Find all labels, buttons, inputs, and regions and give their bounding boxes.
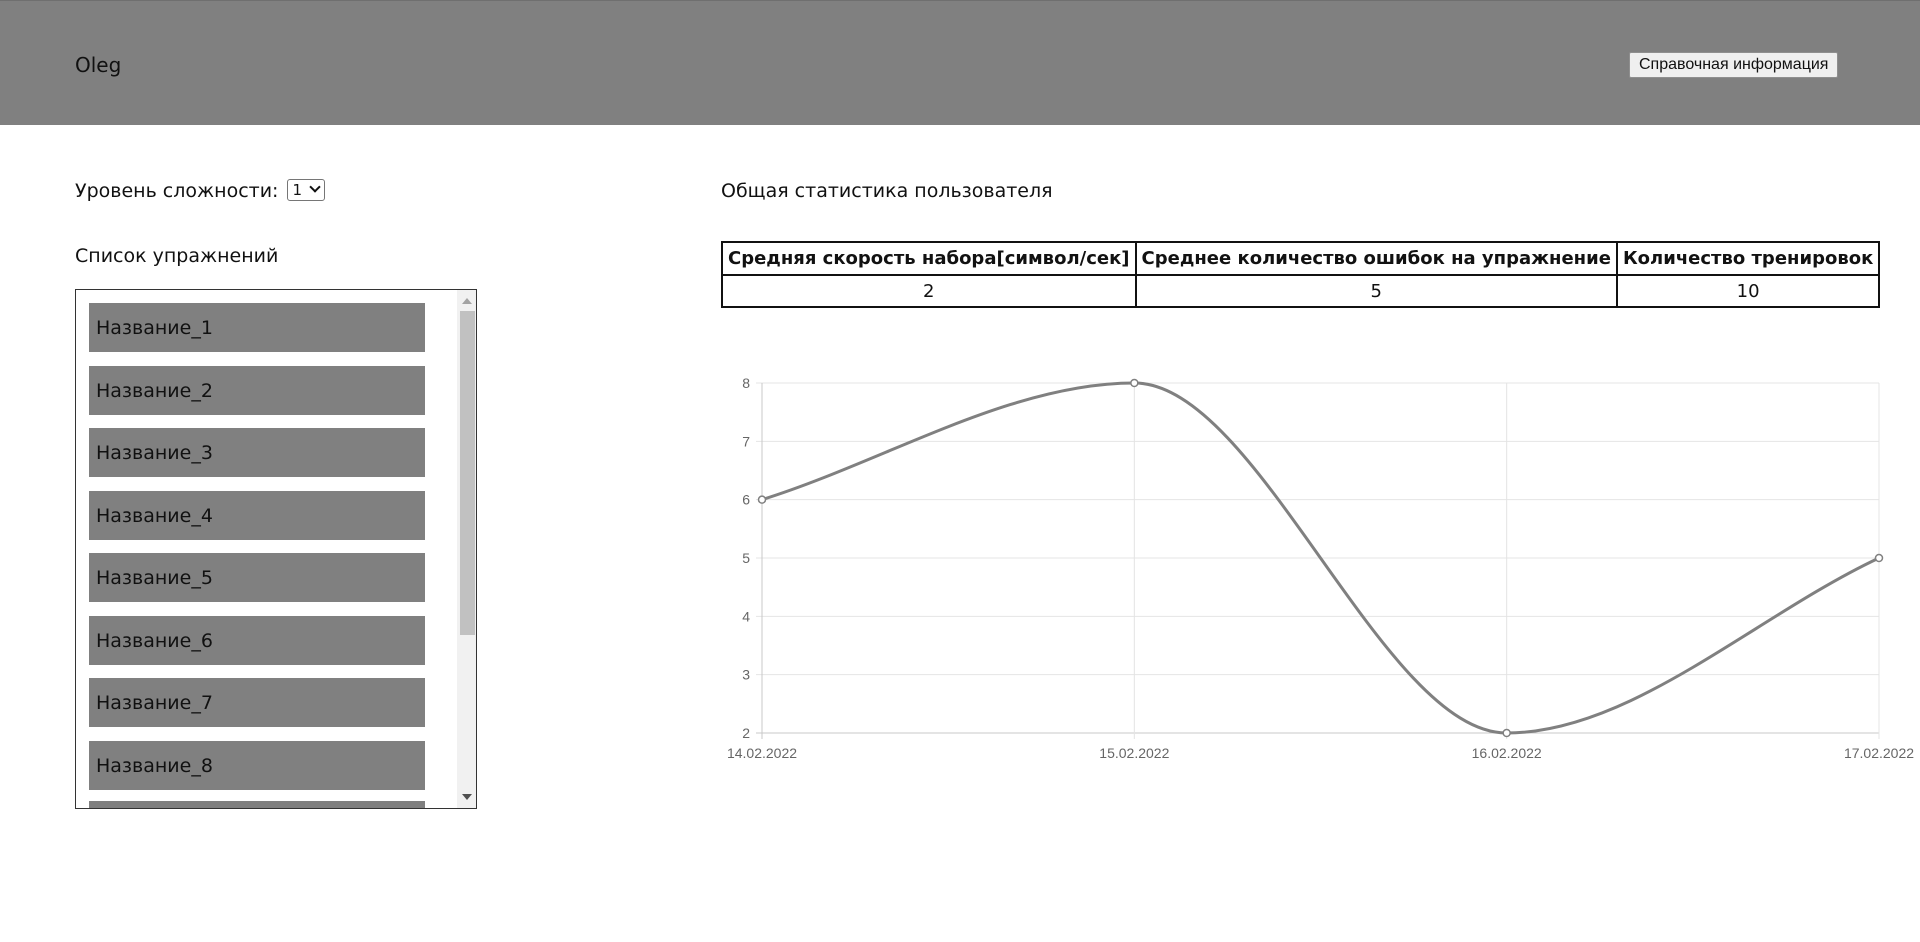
y-tick-label: 2 [742, 725, 750, 741]
exercise-list[interactable]: Название_1 Название_2 Название_3 Название_4… [75, 289, 477, 809]
x-tick-label: 16.02.2022 [1472, 745, 1542, 761]
x-tick-label: 15.02.2022 [1099, 745, 1169, 761]
header: Oleg Справочная информация [0, 0, 1920, 125]
difficulty-control: Уровень сложности: 1 [75, 178, 325, 203]
y-tick-label: 8 [742, 375, 750, 391]
y-tick-label: 3 [742, 667, 750, 683]
data-point [1130, 378, 1139, 388]
stats-header-errors: Среднее количество ошибок на упражнение [1134, 241, 1618, 276]
stats-title: Общая статистика пользователя [721, 180, 1053, 202]
list-item[interactable]: Название_1 [89, 303, 425, 352]
data-point [757, 495, 767, 504]
scrollbar[interactable] [457, 290, 476, 808]
difficulty-selected-value: 1 [292, 180, 303, 199]
y-tick-label: 7 [742, 433, 750, 449]
series-line [761, 381, 1880, 735]
line-chart: 2 3 4 5 6 7 8 14.02.2022 15.02.2022 16.02.2022 17.… [727, 375, 1914, 761]
x-tick-label: 14.02.2022 [727, 745, 797, 761]
list-item[interactable]: Название_7 [89, 678, 425, 727]
list-item[interactable]: Название_8 [89, 740, 425, 790]
list-item-partial[interactable] [89, 801, 425, 808]
difficulty-select[interactable]: 1 [286, 178, 325, 201]
stats-header-speed: Средняя скорость набора[символ/сек] [721, 241, 1137, 276]
y-tick-label: 5 [742, 550, 750, 566]
stats-value-errors: 5 [1134, 274, 1618, 308]
stats-value-trainings: 10 [1615, 274, 1881, 308]
list-item[interactable]: Название_4 [89, 490, 425, 540]
data-point [1502, 728, 1511, 738]
scroll-thumb[interactable] [460, 311, 475, 635]
y-tick-label: 4 [742, 608, 750, 624]
list-item[interactable]: Название_3 [89, 428, 425, 477]
scroll-down-arrow-icon[interactable] [462, 794, 472, 800]
difficulty-label: Уровень сложности: [75, 180, 279, 202]
list-item[interactable]: Название_2 [89, 365, 425, 415]
data-point [1874, 553, 1884, 563]
exercise-list-title: Список упражнений [75, 245, 279, 267]
x-tick-label: 17.02.2022 [1844, 745, 1914, 761]
y-tick-label: 6 [742, 492, 750, 508]
chevron-down-icon [308, 180, 321, 193]
stats-value-row: 2 5 10 [721, 274, 1881, 308]
list-item[interactable]: Название_6 [89, 615, 425, 665]
help-info-button[interactable]: Справочная информация [1629, 52, 1839, 78]
scroll-up-arrow-icon[interactable] [462, 298, 472, 304]
stats-header-trainings: Количество тренировок [1615, 241, 1881, 276]
stats-value-speed: 2 [721, 274, 1137, 308]
stats-header-row: Средняя скорость набора[символ/сек] Сред… [721, 241, 1881, 276]
username: Oleg [75, 53, 122, 77]
stats-table: Средняя скорость набора[символ/сек] Сред… [721, 241, 1881, 308]
list-item[interactable]: Название_5 [89, 553, 425, 602]
